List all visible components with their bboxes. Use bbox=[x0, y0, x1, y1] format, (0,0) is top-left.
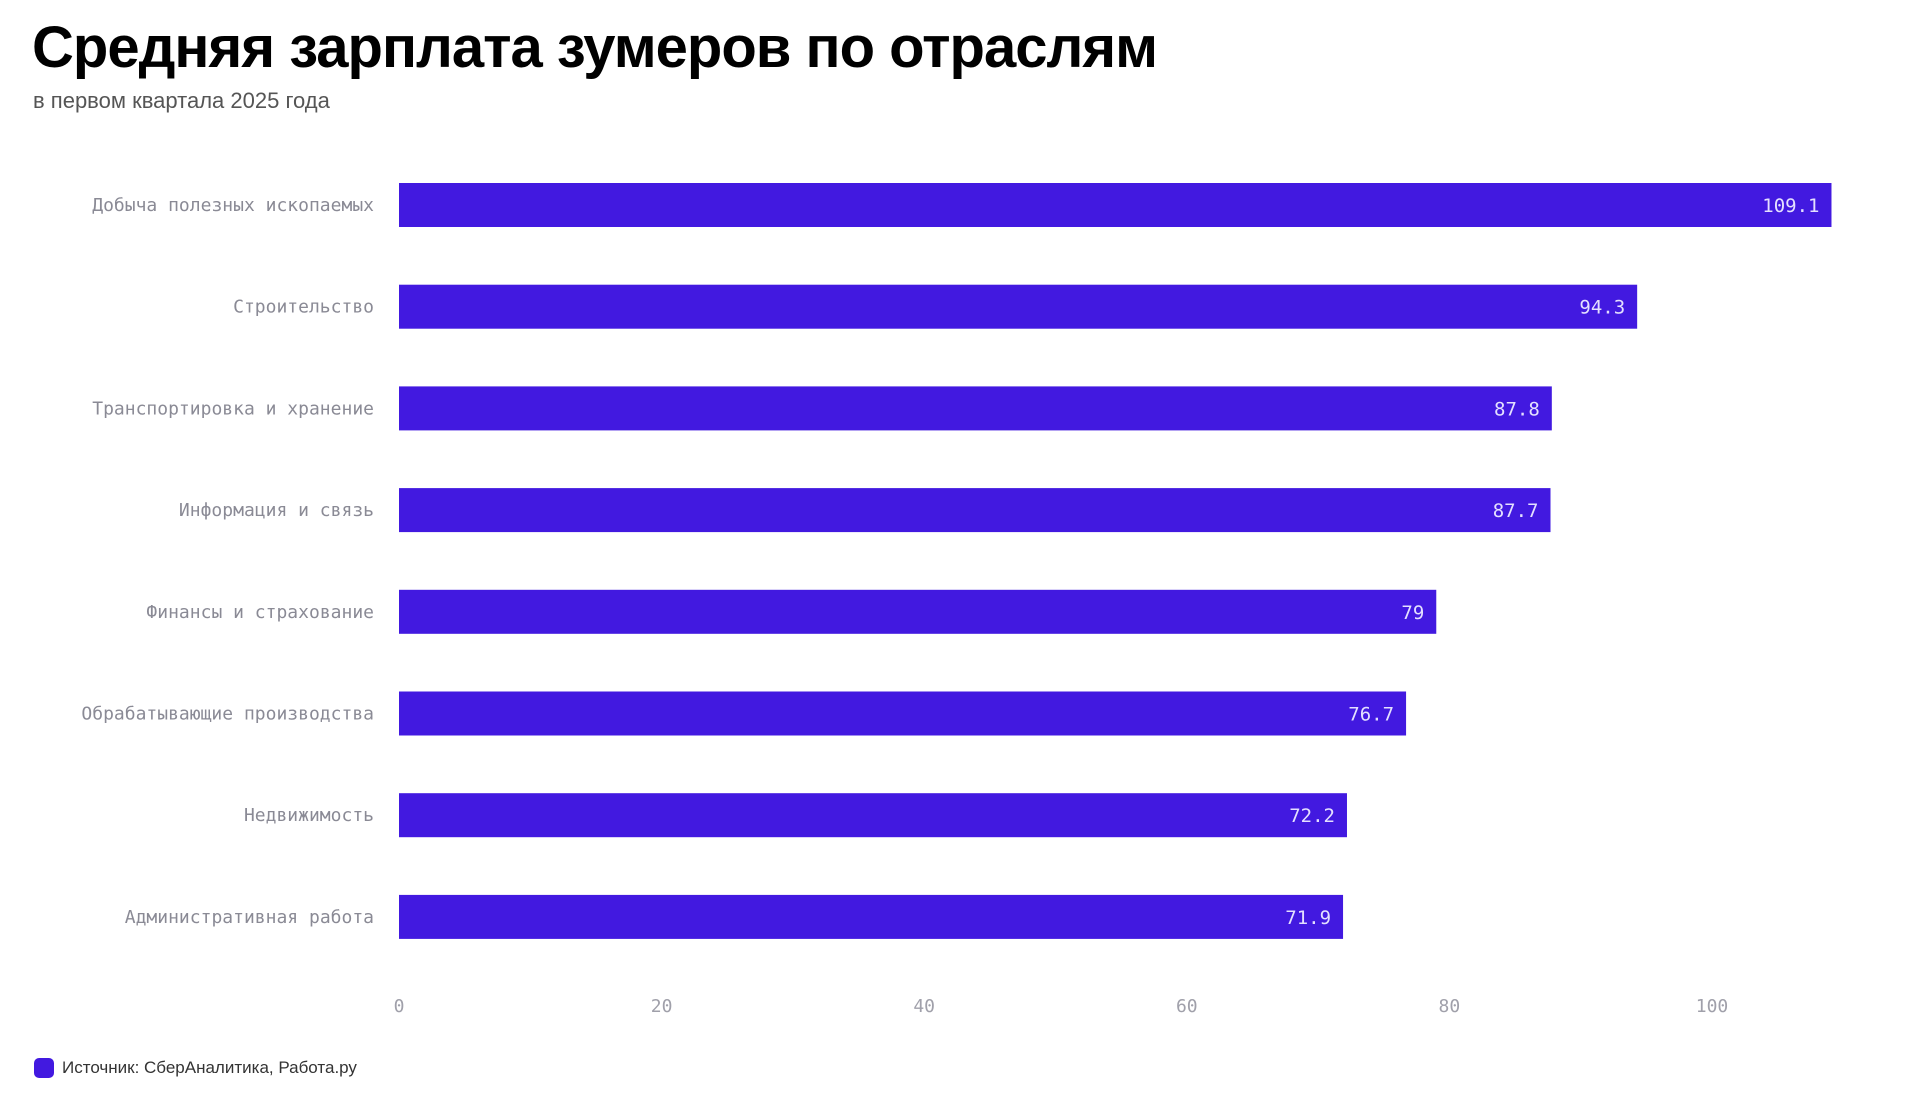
category-label: Недвижимость bbox=[244, 805, 374, 826]
category-label: Транспортировка и хранение bbox=[92, 398, 374, 419]
chart-title: Средняя зарплата зумеров по отраслям bbox=[32, 15, 1158, 80]
category-label: Информация и связь bbox=[179, 500, 374, 521]
value-label: 87.8 bbox=[1494, 398, 1540, 420]
x-tick-label: 60 bbox=[1176, 996, 1198, 1017]
category-label: Финансы и страхование bbox=[146, 602, 374, 623]
category-label: Строительство bbox=[233, 297, 374, 318]
value-label: 94.3 bbox=[1579, 297, 1625, 319]
x-tick-label: 80 bbox=[1439, 996, 1461, 1017]
category-label: Добыча полезных ископаемых bbox=[92, 195, 374, 216]
legend-swatch bbox=[34, 1058, 54, 1078]
source-label: Источник: СберАналитика, Работа.ру bbox=[62, 1058, 357, 1077]
x-tick-label: 0 bbox=[394, 996, 405, 1017]
category-label: Административная работа bbox=[125, 907, 374, 928]
bar bbox=[399, 284, 1638, 329]
bar bbox=[399, 386, 1552, 431]
x-tick-label: 40 bbox=[913, 996, 935, 1017]
value-label: 72.2 bbox=[1289, 805, 1335, 827]
category-label: Обрабатывающие производства bbox=[81, 704, 374, 725]
chart-subtitle: в первом квартала 2025 года bbox=[33, 88, 330, 113]
bar bbox=[399, 589, 1437, 634]
legend: Источник: СберАналитика, Работа.ру bbox=[34, 1058, 357, 1078]
bar bbox=[399, 691, 1407, 736]
value-label: 109.1 bbox=[1762, 195, 1819, 217]
value-label: 79 bbox=[1401, 602, 1424, 624]
value-label: 76.7 bbox=[1348, 704, 1394, 726]
x-tick-label: 100 bbox=[1696, 996, 1729, 1017]
bar bbox=[399, 488, 1551, 533]
value-label: 71.9 bbox=[1285, 907, 1331, 929]
bar bbox=[399, 793, 1347, 838]
bar bbox=[399, 894, 1344, 939]
value-label: 87.7 bbox=[1493, 500, 1539, 522]
bar bbox=[399, 183, 1832, 227]
x-tick-label: 20 bbox=[651, 996, 673, 1017]
